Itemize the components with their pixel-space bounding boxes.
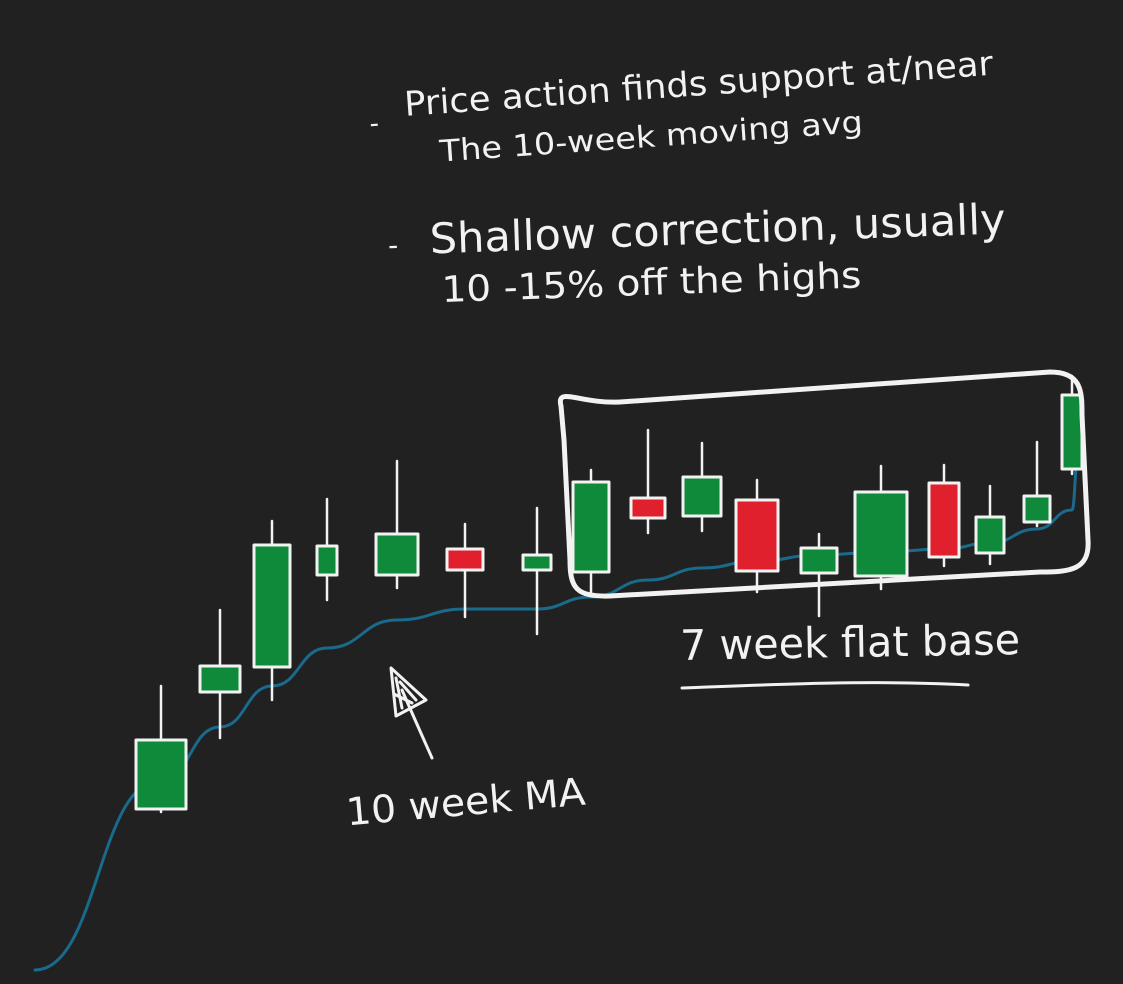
moving-average-arrow xyxy=(389,666,434,760)
candle-body xyxy=(252,543,292,669)
candle xyxy=(681,441,723,533)
note-correction-dash: - xyxy=(387,229,398,262)
candle xyxy=(252,519,292,702)
candle-body xyxy=(799,546,839,575)
flat-base-underline xyxy=(680,681,970,690)
arrow-head-hatch xyxy=(392,676,418,710)
candle-body xyxy=(853,490,909,578)
candle xyxy=(853,464,909,591)
candle-body xyxy=(445,547,485,572)
candle xyxy=(1022,440,1052,528)
candle xyxy=(1060,374,1084,476)
candle xyxy=(974,484,1006,566)
candle xyxy=(734,478,780,594)
candle-body xyxy=(927,481,961,559)
flat-base-box xyxy=(557,369,1091,599)
candle-body xyxy=(521,553,553,572)
candle xyxy=(315,497,339,602)
candle-body xyxy=(374,532,420,577)
candle xyxy=(571,468,611,594)
note-support-dash: - xyxy=(369,109,380,140)
candle-body xyxy=(1022,494,1052,524)
candle-body xyxy=(734,498,780,573)
candle-body xyxy=(974,515,1006,555)
candle xyxy=(374,459,420,590)
candle-body xyxy=(629,496,667,520)
candle xyxy=(799,532,839,618)
arrow-head xyxy=(389,666,428,718)
candle xyxy=(134,684,188,814)
candle xyxy=(445,522,485,619)
candles xyxy=(134,374,1084,814)
candle xyxy=(927,463,961,568)
flat-base-label: 7 week flat base xyxy=(680,615,1021,670)
candle xyxy=(198,608,242,740)
candle-body xyxy=(134,738,188,811)
candle xyxy=(521,506,553,636)
arrow-shaft xyxy=(400,688,434,760)
candle-body xyxy=(681,475,723,518)
candle-body xyxy=(1060,393,1084,471)
candle-body xyxy=(315,544,339,577)
candle xyxy=(629,428,667,535)
candle-body xyxy=(198,664,242,694)
candle-body xyxy=(571,480,611,574)
